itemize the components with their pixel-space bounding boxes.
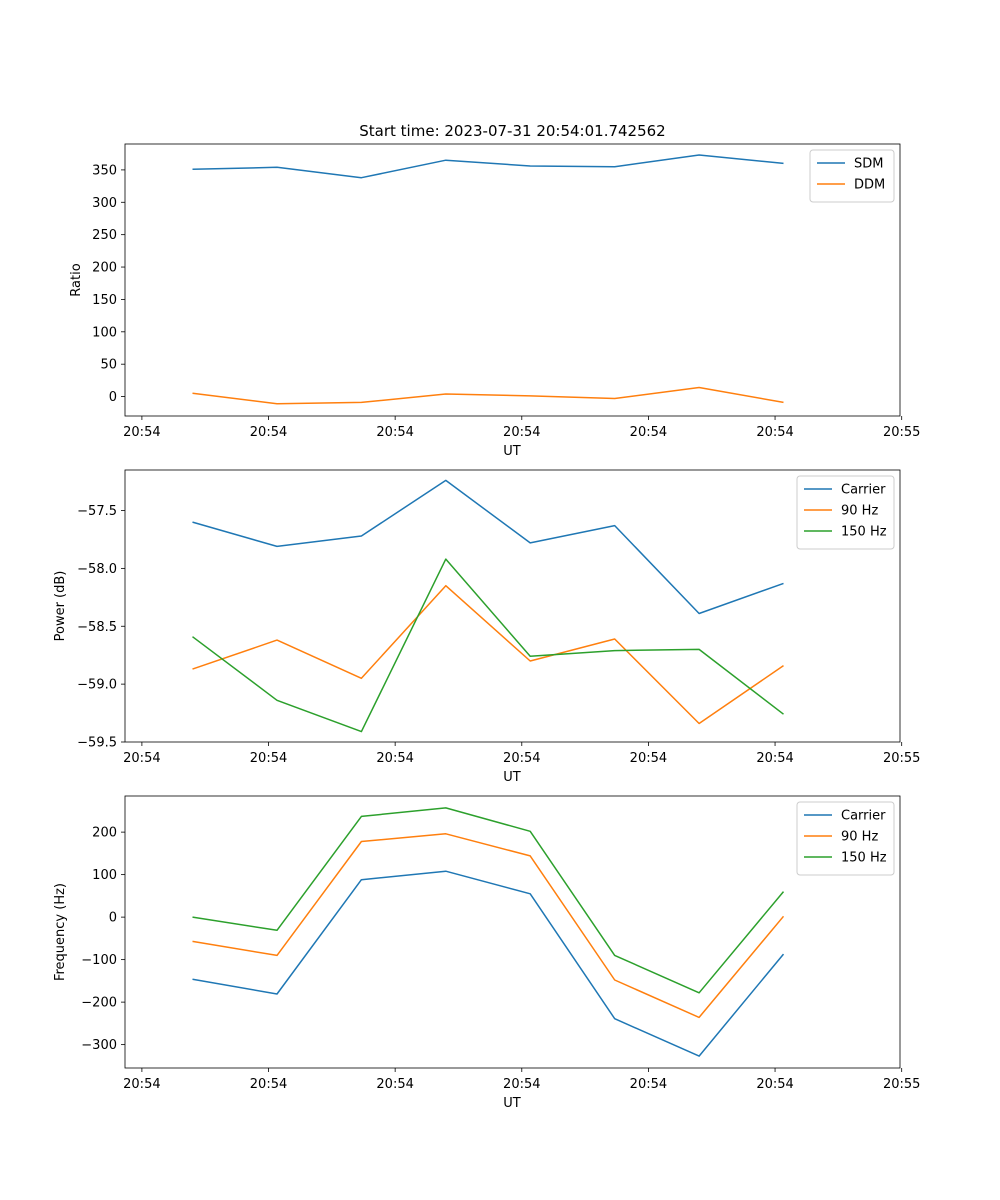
y-tick-label: −57.5 — [77, 504, 117, 519]
legend-label: 150 Hz — [841, 851, 887, 866]
x-tick-label: 20:54 — [630, 1077, 667, 1092]
x-tick-label: 20:54 — [376, 751, 413, 766]
series-line-150-hz — [192, 558, 784, 733]
axes-frame — [124, 469, 901, 743]
x-tick-label: 20:54 — [630, 425, 667, 440]
y-tick-label: 100 — [92, 868, 117, 883]
y-tick-label: −300 — [81, 1038, 117, 1053]
y-axis-label: Ratio — [69, 263, 84, 296]
x-tick-label: 20:55 — [883, 751, 920, 766]
y-tick-label: −59.5 — [77, 736, 117, 751]
y-tick-label: 300 — [92, 196, 117, 211]
subplots: 20:54 20:54 20:54 20:54 20:54 20:54 20:55 0 50 10… — [53, 143, 920, 1111]
legend: Carrier 90 Hz 150 Hz — [796, 475, 895, 550]
series-line-150-hz — [192, 807, 785, 994]
x-tick-label: 20:54 — [503, 1077, 540, 1092]
legend: Carrier 90 Hz 150 Hz — [796, 801, 895, 876]
x-tick-label: 20:54 — [250, 1077, 287, 1092]
x-tick-label: 20:54 — [250, 425, 287, 440]
y-tick-label: 200 — [92, 826, 117, 841]
legend: SDM DDM — [809, 149, 895, 203]
y-tick-label: 350 — [92, 163, 117, 178]
x-tick-label: 20:54 — [376, 1077, 413, 1092]
legend-label: Carrier — [841, 483, 886, 498]
y-tick-label: −58.5 — [77, 620, 117, 635]
axes-frame — [124, 143, 901, 417]
y-axis-label: Frequency (Hz) — [53, 883, 68, 981]
x-tick-label: 20:54 — [503, 425, 540, 440]
series-line-90-hz — [192, 833, 785, 1019]
y-tick-label: 0 — [109, 390, 117, 405]
y-tick-label: 250 — [92, 228, 117, 243]
subplot-3: 20:54 20:54 20:54 20:54 20:54 20:54 20:55 −300 −… — [53, 795, 920, 1111]
x-tick-label: 20:54 — [123, 751, 160, 766]
x-axis-label: UT — [503, 1096, 521, 1111]
legend-label: 90 Hz — [841, 504, 878, 519]
y-tick-label: 0 — [109, 911, 117, 926]
legend-label: Carrier — [841, 809, 886, 824]
y-tick-label: 100 — [92, 325, 117, 340]
y-tick-label: −59.0 — [77, 678, 117, 693]
x-tick-label: 20:55 — [883, 1077, 920, 1092]
x-tick-label: 20:55 — [883, 425, 920, 440]
y-tick-label: 150 — [92, 293, 117, 308]
x-tick-label: 20:54 — [503, 751, 540, 766]
legend-label: SDM — [854, 157, 883, 172]
x-axis-label: UT — [503, 770, 521, 785]
figure-title: Start time: 2023-07-31 20:54:01.742562 — [359, 122, 665, 140]
legend-label: DDM — [854, 178, 885, 193]
x-tick-label: 20:54 — [756, 751, 793, 766]
x-tick-label: 20:54 — [376, 425, 413, 440]
subplot-2: 20:54 20:54 20:54 20:54 20:54 20:54 20:55 −59.5… — [53, 469, 920, 785]
legend-label: 150 Hz — [841, 525, 887, 540]
x-tick-label: 20:54 — [123, 425, 160, 440]
series-line-ddm — [192, 386, 784, 405]
x-axis-label: UT — [503, 444, 521, 459]
axes-frame — [124, 795, 901, 1069]
y-tick-label: 50 — [100, 358, 117, 373]
legend-label: 90 Hz — [841, 830, 878, 845]
x-tick-label: 20:54 — [756, 425, 793, 440]
y-tick-label: −100 — [81, 953, 117, 968]
x-tick-label: 20:54 — [123, 1077, 160, 1092]
series-line-sdm — [192, 154, 784, 179]
subplot-1: 20:54 20:54 20:54 20:54 20:54 20:54 20:55 0 50 10… — [69, 143, 920, 459]
x-tick-label: 20:54 — [250, 751, 287, 766]
y-tick-label: −200 — [81, 996, 117, 1011]
y-tick-label: 200 — [92, 261, 117, 276]
series-line-carrier — [192, 479, 784, 615]
y-axis-label: Power (dB) — [53, 571, 68, 642]
x-tick-label: 20:54 — [756, 1077, 793, 1092]
y-tick-label: −58.0 — [77, 562, 117, 577]
series-line-carrier — [192, 870, 785, 1057]
x-tick-label: 20:54 — [630, 751, 667, 766]
series-line-90-hz — [192, 584, 784, 725]
